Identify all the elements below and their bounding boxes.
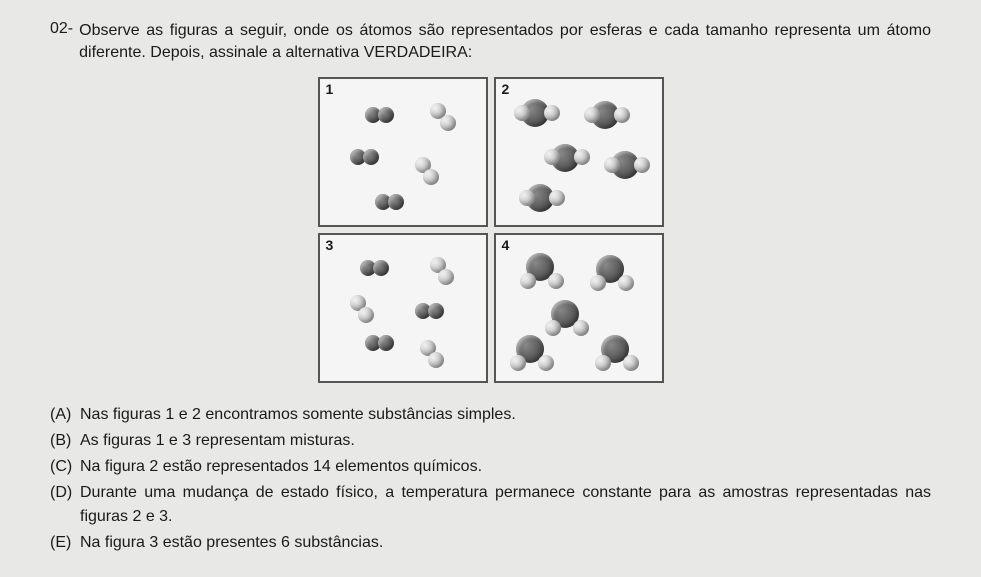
figure-label-1: 1 — [326, 81, 334, 97]
alt-letter: (A) — [50, 403, 80, 427]
alt-text: Durante uma mudança de estado físico, a … — [80, 481, 931, 529]
figure-3: 3 — [318, 233, 488, 383]
figure-label-3: 3 — [326, 237, 334, 253]
figure-label-4: 4 — [502, 237, 510, 253]
alt-text: Na figura 3 estão presentes 6 substância… — [80, 531, 383, 555]
alt-text: Nas figuras 1 e 2 encontramos somente su… — [80, 403, 516, 427]
alternatives-list: (A) Nas figuras 1 e 2 encontramos soment… — [50, 403, 931, 555]
question-header: 02- Observe as figuras a seguir, onde os… — [50, 20, 931, 65]
figure-2: 2 — [494, 77, 664, 227]
alt-letter: (B) — [50, 429, 80, 453]
figure-4: 4 — [494, 233, 664, 383]
alternative-a: (A) Nas figuras 1 e 2 encontramos soment… — [50, 403, 931, 427]
question-number: 02- — [50, 20, 73, 65]
alternative-e: (E) Na figura 3 estão presentes 6 substâ… — [50, 531, 931, 555]
figure-1: 1 — [318, 77, 488, 227]
alt-letter: (D) — [50, 481, 80, 529]
alt-letter: (C) — [50, 455, 80, 479]
alternative-b: (B) As figuras 1 e 3 representam mistura… — [50, 429, 931, 453]
figures-grid: 1 2 3 4 — [50, 77, 931, 383]
question-text: Observe as figuras a seguir, onde os áto… — [79, 20, 931, 65]
alt-text: As figuras 1 e 3 representam misturas. — [80, 429, 355, 453]
figure-label-2: 2 — [502, 81, 510, 97]
alternative-d: (D) Durante uma mudança de estado físico… — [50, 481, 931, 529]
alt-text: Na figura 2 estão representados 14 eleme… — [80, 455, 482, 479]
alternative-c: (C) Na figura 2 estão representados 14 e… — [50, 455, 931, 479]
alt-letter: (E) — [50, 531, 80, 555]
